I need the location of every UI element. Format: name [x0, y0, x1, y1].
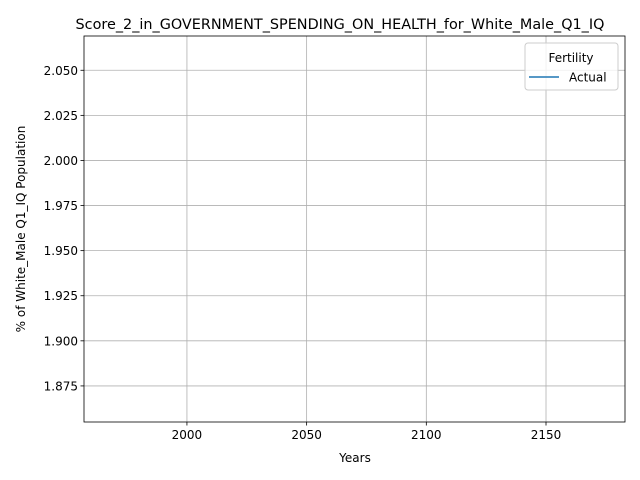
legend-box: [524, 42, 619, 91]
y-tick-label: 2.050: [44, 64, 78, 78]
y-tick-label: 2.025: [44, 109, 78, 123]
axes-frame: [83, 35, 626, 423]
axes-border: [83, 35, 626, 423]
y-tick-label: 1.925: [44, 289, 78, 303]
legend-entry-actual: Actual: [569, 71, 607, 85]
x-tick-label: 2050: [291, 428, 322, 442]
plot-area: [84, 36, 625, 422]
x-tick-label: 2150: [531, 428, 562, 442]
y-axis-ticks: 1.875 1.900 1.925 1.950 1.975 2.000 2.025 2.050: [44, 64, 84, 393]
y-axis-label: % of White_Male Q1_IQ Population: [14, 126, 28, 333]
y-tick-label: 2.000: [44, 154, 78, 168]
legend: Fertility Actual: [524, 42, 619, 91]
x-axis-ticks: 2000 2050 2100 2150: [172, 422, 562, 442]
chart-title: Score_2_in_GOVERNMENT_SPENDING_ON_HEALTH…: [76, 17, 605, 33]
x-axis-label: Years: [338, 451, 371, 465]
y-tick-label: 1.950: [44, 244, 78, 258]
legend-title: Fertility: [548, 51, 593, 65]
y-tick-label: 1.975: [44, 199, 78, 213]
y-tick-label: 1.875: [44, 379, 78, 393]
gridlines: [84, 36, 625, 422]
x-tick-label: 2100: [411, 428, 442, 442]
x-tick-label: 2000: [172, 428, 203, 442]
y-tick-label: 1.900: [44, 334, 78, 348]
plot-background: [84, 36, 625, 422]
